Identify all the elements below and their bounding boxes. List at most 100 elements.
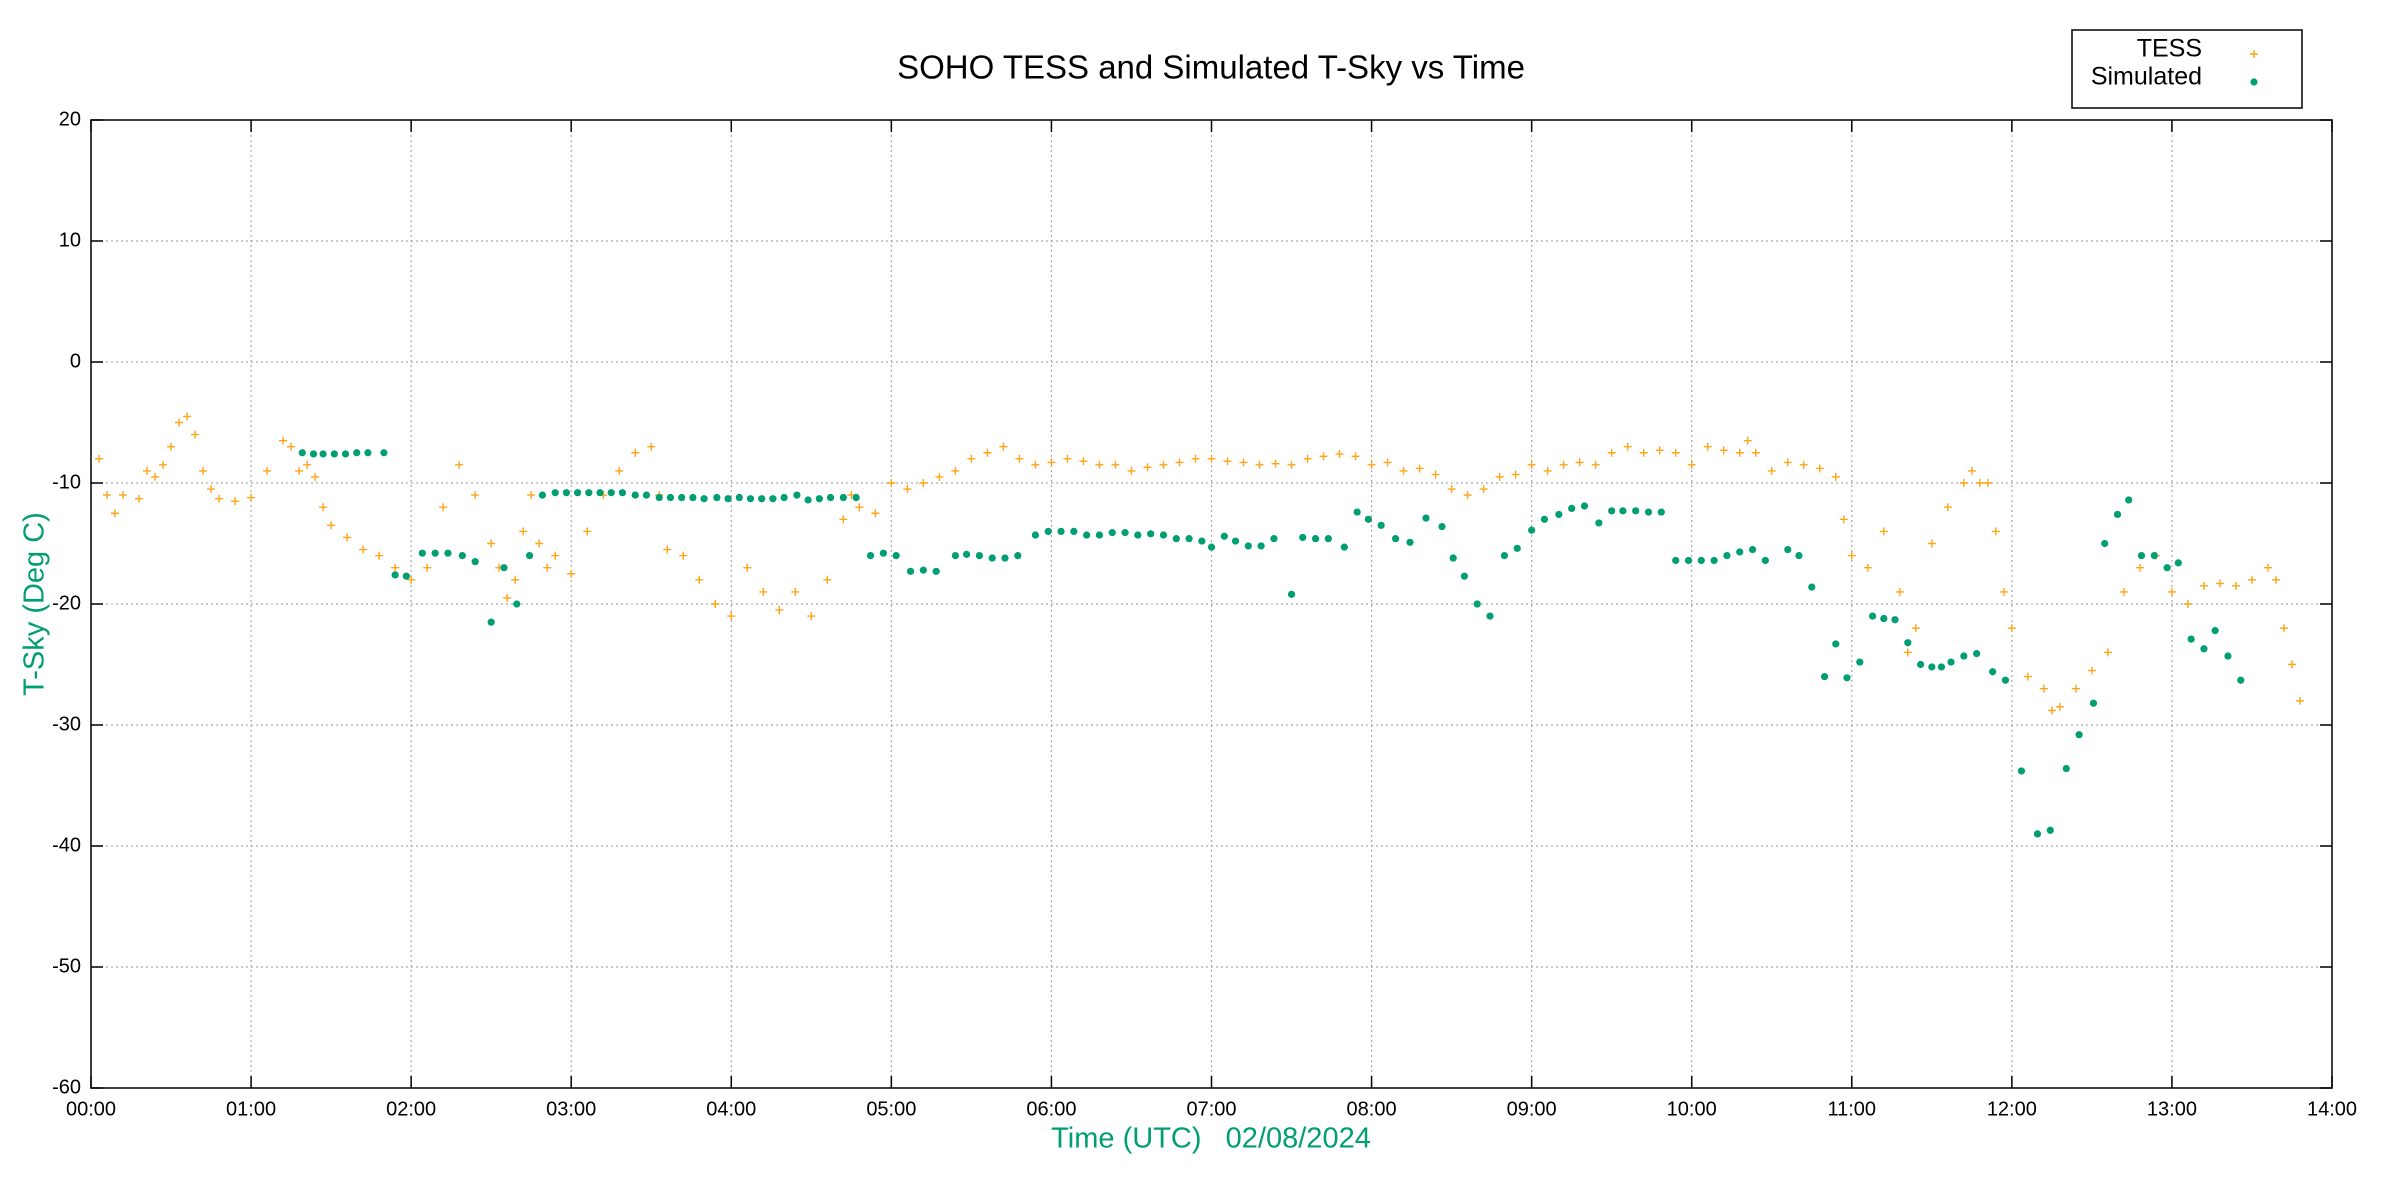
data-point — [103, 491, 112, 500]
data-point — [295, 466, 304, 475]
data-point — [2150, 552, 2158, 560]
data-point — [1324, 535, 1332, 543]
data-point — [1083, 531, 1091, 539]
data-point — [1959, 479, 1968, 487]
data-point — [724, 495, 732, 503]
data-point — [458, 552, 466, 560]
data-point — [1937, 663, 1946, 671]
data-point — [1832, 640, 1840, 648]
data-point — [804, 496, 812, 504]
data-point — [919, 479, 928, 487]
data-point — [1928, 663, 1936, 671]
data-point — [407, 575, 416, 584]
y-tick-label: 20 — [59, 108, 81, 130]
data-point — [2055, 702, 2064, 711]
data-point — [551, 489, 559, 497]
data-point — [1415, 464, 1424, 473]
data-point — [1367, 460, 1376, 469]
data-point — [2113, 510, 2122, 519]
data-point — [647, 442, 656, 451]
data-point — [1198, 537, 1206, 545]
legend-box — [2071, 29, 2303, 109]
data-point — [1335, 449, 1344, 458]
data-point — [2295, 696, 2304, 705]
data-point — [793, 491, 801, 499]
data-point — [2046, 826, 2054, 834]
data-point — [655, 493, 663, 502]
data-point — [2075, 731, 2083, 739]
data-point — [359, 545, 368, 554]
data-point — [1879, 527, 1888, 536]
data-point — [402, 572, 410, 580]
data-point — [596, 489, 604, 497]
data-point — [1406, 538, 1414, 546]
data-point — [735, 493, 743, 502]
data-point — [852, 493, 860, 502]
data-point — [791, 587, 800, 596]
legend-marker — [2250, 78, 2258, 86]
data-point — [1784, 545, 1792, 554]
data-point — [2023, 672, 2032, 681]
data-point — [511, 575, 520, 584]
data-point — [1134, 531, 1142, 539]
data-point — [892, 552, 900, 560]
data-point — [2263, 563, 2272, 572]
data-point — [471, 491, 480, 500]
data-point — [298, 449, 306, 457]
data-point — [1351, 452, 1360, 461]
data-point — [1672, 556, 1680, 565]
data-point — [1095, 531, 1104, 539]
x-tick-label: 07:00 — [1186, 1098, 1236, 1120]
data-point — [1847, 551, 1856, 560]
data-point — [1831, 472, 1840, 481]
x-axis-label: Time (UTC) 02/08/2024 — [1051, 1123, 1371, 1155]
data-point — [111, 509, 120, 518]
data-point — [1364, 515, 1372, 523]
data-point — [906, 567, 915, 575]
data-point — [2200, 645, 2208, 653]
data-point — [2247, 575, 2256, 584]
data-point — [279, 436, 288, 445]
data-point — [711, 600, 720, 608]
data-point — [1108, 529, 1116, 537]
data-point — [903, 485, 912, 494]
data-point — [1710, 556, 1718, 565]
data-point — [1207, 454, 1216, 463]
data-point — [1031, 460, 1040, 469]
data-point — [487, 618, 495, 626]
data-point — [967, 454, 976, 463]
data-point — [1891, 616, 1899, 624]
data-point — [932, 567, 940, 575]
data-point — [1175, 458, 1184, 467]
data-point — [311, 472, 320, 481]
data-point — [2199, 581, 2208, 590]
series-1 — [298, 449, 2245, 838]
data-point — [1639, 448, 1648, 457]
data-point — [444, 549, 452, 557]
data-point — [551, 551, 560, 560]
data-point — [538, 491, 547, 499]
x-tick-label: 02:00 — [386, 1098, 436, 1120]
y-tick-label: -60 — [52, 1076, 81, 1098]
data-point — [1555, 510, 1563, 519]
data-point — [303, 460, 312, 469]
data-point — [1271, 459, 1280, 468]
data-point — [1697, 556, 1705, 565]
data-point — [1172, 535, 1180, 543]
data-point — [1815, 464, 1824, 473]
data-point — [2224, 652, 2232, 660]
data-point — [919, 566, 927, 574]
plot-frame — [90, 119, 2333, 1089]
data-point — [487, 539, 496, 548]
data-point — [2174, 559, 2182, 567]
data-point — [1568, 504, 1576, 513]
data-point — [615, 466, 624, 475]
data-point — [1239, 458, 1248, 467]
data-point — [1127, 466, 1136, 475]
data-point — [143, 466, 152, 475]
data-point — [199, 466, 208, 475]
data-point — [962, 550, 971, 558]
data-point — [663, 545, 672, 554]
data-point — [700, 495, 708, 503]
data-point — [855, 503, 864, 512]
